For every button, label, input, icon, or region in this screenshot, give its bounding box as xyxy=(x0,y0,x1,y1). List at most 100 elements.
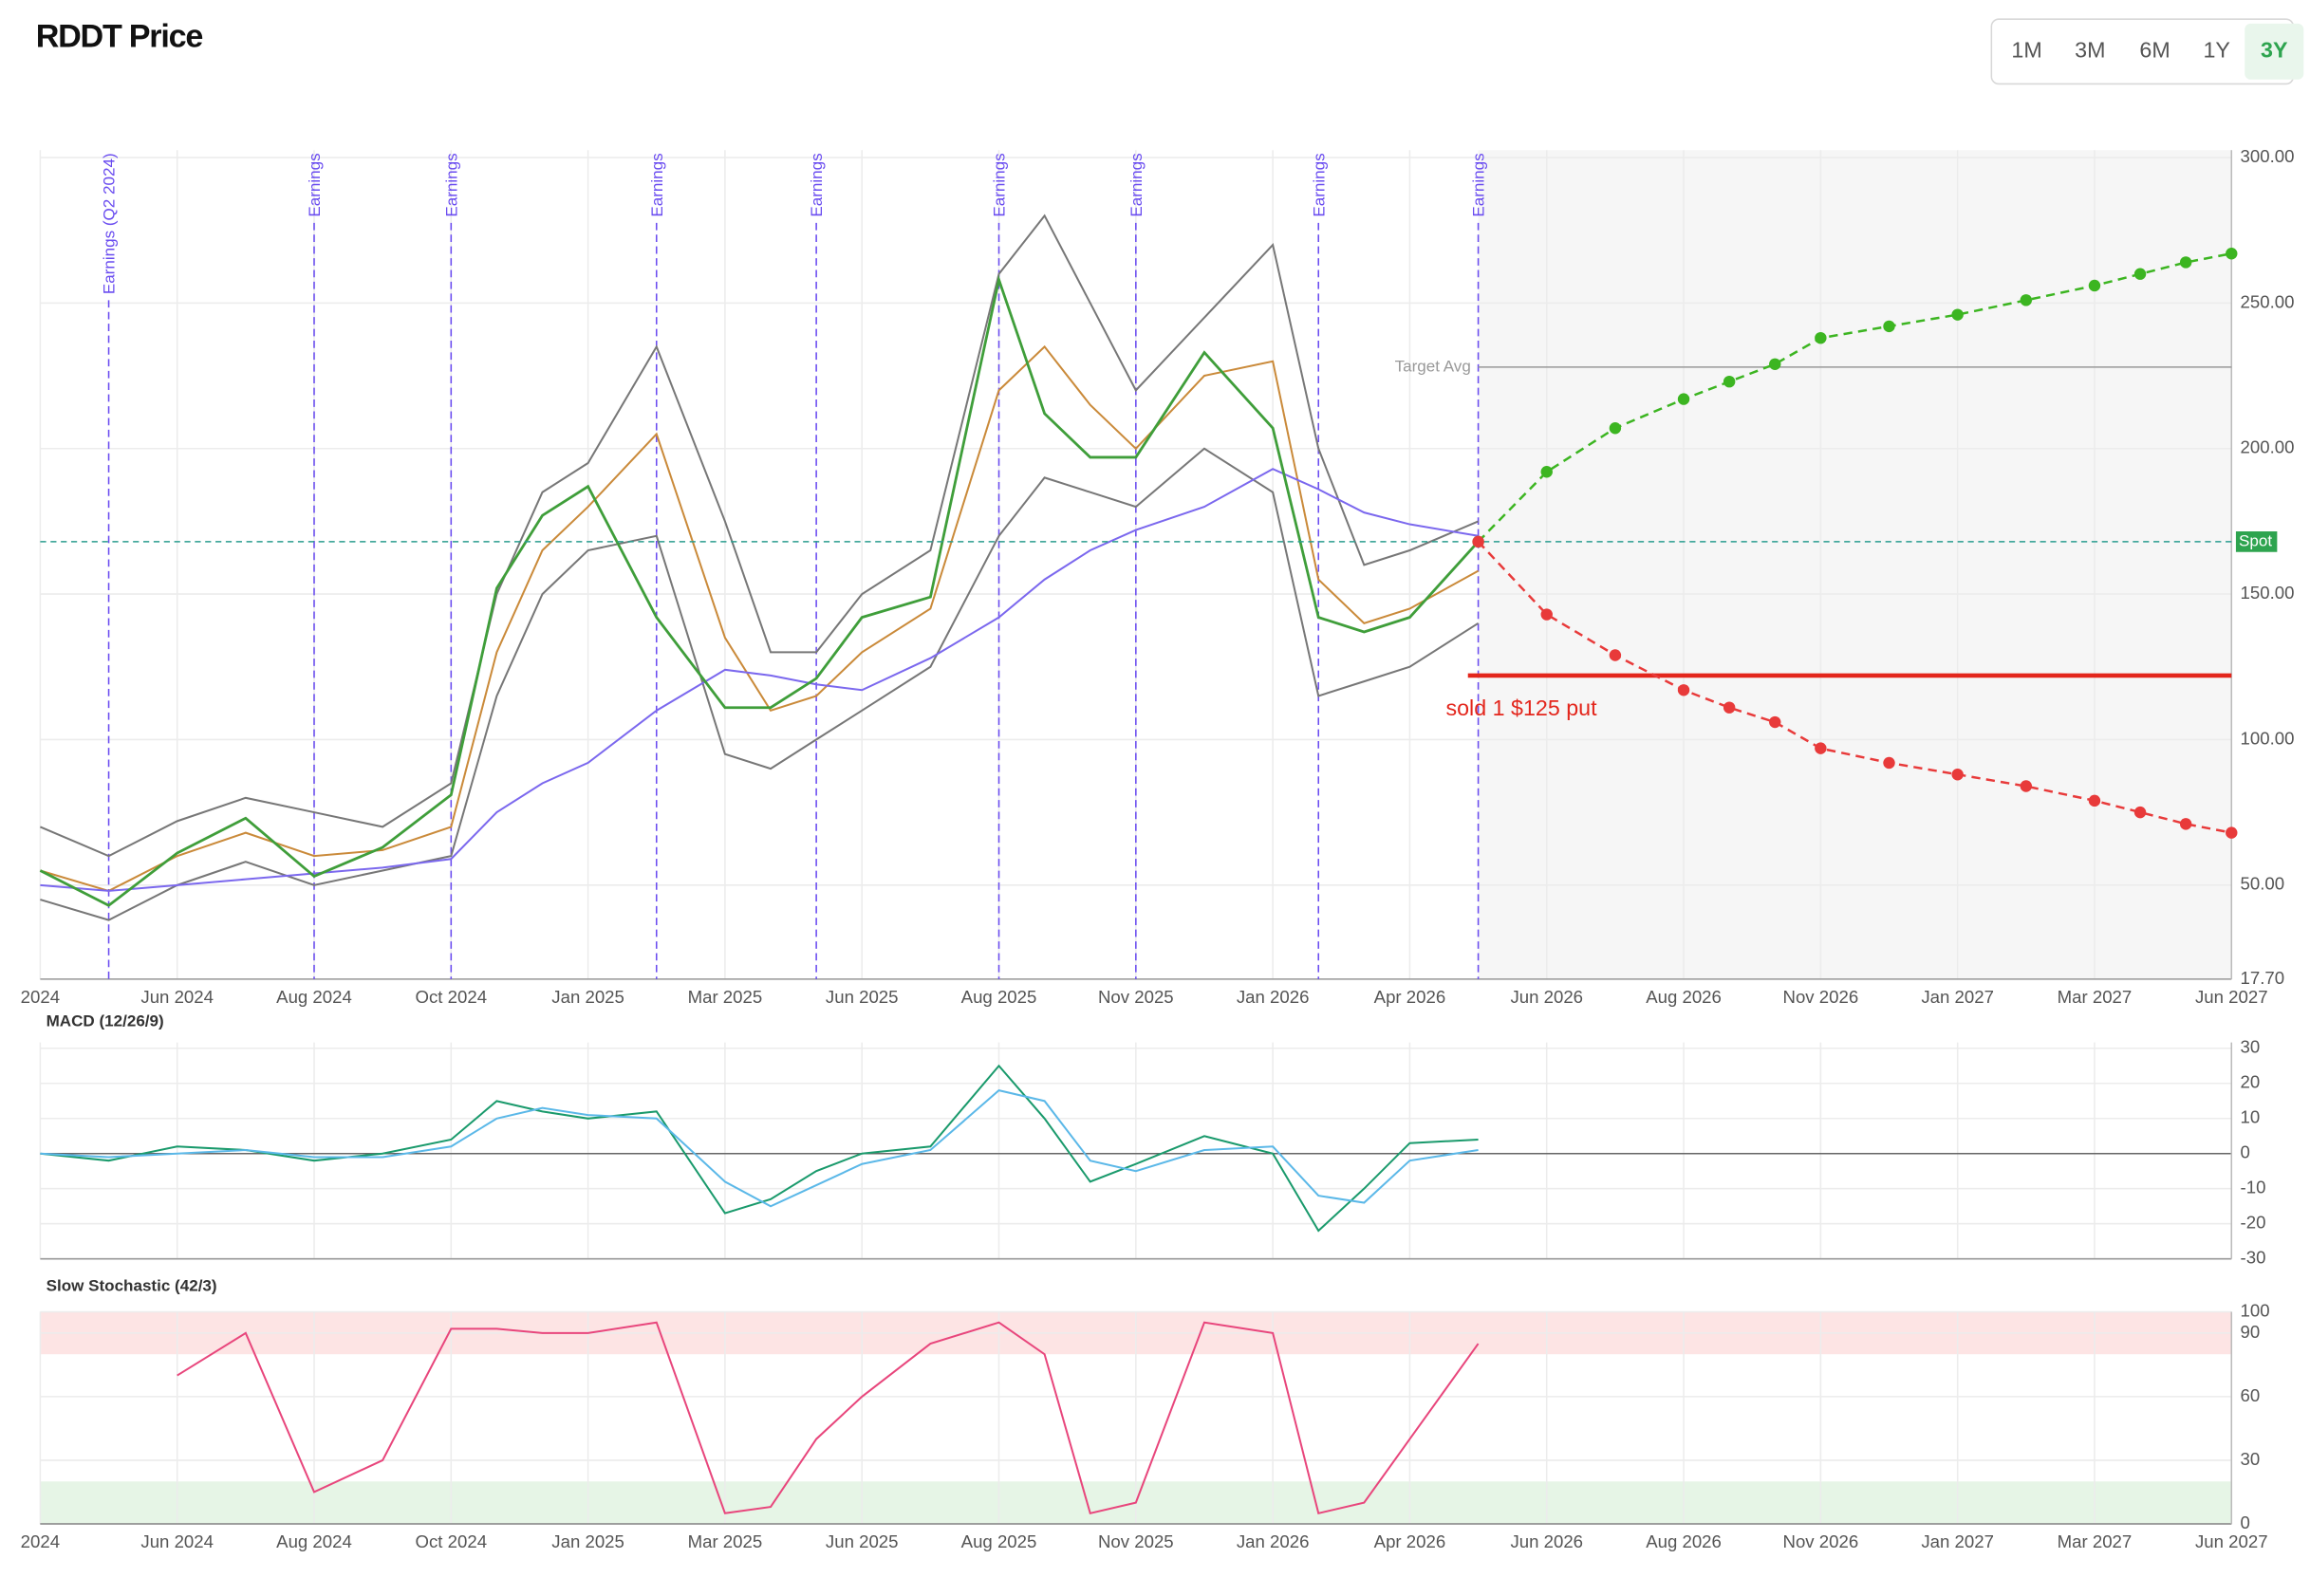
projection-point xyxy=(1723,375,1736,388)
y-tick-label: 30 xyxy=(2241,1449,2261,1469)
page-title: RDDT Price xyxy=(36,18,203,54)
y-tick-label: 150.00 xyxy=(2241,583,2295,603)
y-tick-label: 10 xyxy=(2241,1107,2261,1127)
range-button[interactable]: 1M xyxy=(2011,37,2041,62)
series-line xyxy=(40,447,1480,921)
x-tick-label: Jun 2027 xyxy=(2195,1531,2268,1551)
x-tick-label: Nov 2026 xyxy=(1783,987,1859,1007)
y-tick-label: 100 xyxy=(2241,1300,2270,1320)
x-tick-label: Aug 2026 xyxy=(1646,987,1722,1007)
projection-point xyxy=(1769,358,1781,370)
y-tick-label: 0 xyxy=(2241,1142,2250,1162)
series-line xyxy=(40,1064,1479,1233)
y-tick-label: 100.00 xyxy=(2241,728,2295,748)
series-line xyxy=(39,213,1479,858)
x-tick-label: Jun 2026 xyxy=(1510,1531,1583,1551)
y-tick-label: 20 xyxy=(2241,1072,2261,1092)
projection-point xyxy=(2088,794,2101,807)
earnings-label: Earnings xyxy=(1310,153,1328,216)
projection-point xyxy=(1815,331,1827,344)
projection-point xyxy=(1883,756,1895,770)
spot-tag xyxy=(2235,531,2278,552)
projection-point xyxy=(1677,393,1690,405)
projection-point xyxy=(1609,422,1622,435)
x-tick-label: Jun 2025 xyxy=(826,1531,899,1551)
y-tick-label: 60 xyxy=(2241,1385,2261,1405)
projection-point xyxy=(1951,308,1964,321)
x-tick-label: 2024 xyxy=(21,987,60,1007)
projection-point xyxy=(1769,715,1781,729)
range-button[interactable]: 3Y xyxy=(2261,37,2288,62)
range-buttons: 1M 3M 6M 1Y 3Y xyxy=(2011,23,2304,80)
x-tick-label: Oct 2024 xyxy=(416,1531,488,1551)
spot-label: Spot xyxy=(2239,531,2272,549)
put-label: sold 1 $125 put xyxy=(1445,696,1597,720)
x-tick-label: Jun 2027 xyxy=(2195,987,2268,1007)
projection-point xyxy=(2179,256,2192,269)
earnings-label: Earnings xyxy=(306,153,324,216)
x-tick-label: Aug 2025 xyxy=(961,987,1037,1007)
projection-point xyxy=(2226,826,2238,839)
x-tick-label: Oct 2024 xyxy=(416,987,488,1007)
x-tick-label: Jan 2027 xyxy=(1921,987,1994,1007)
range-button-active[interactable] xyxy=(2245,23,2304,80)
x-tick-label: Aug 2024 xyxy=(276,1531,352,1551)
projection-point xyxy=(2088,279,2101,292)
projection-line xyxy=(1477,251,2232,543)
x-tick-label: Aug 2025 xyxy=(961,1531,1037,1551)
y-tick-label: -20 xyxy=(2241,1213,2266,1233)
earnings-label: Earnings xyxy=(808,153,826,216)
projection-point xyxy=(1883,320,1895,333)
projection-point xyxy=(2020,294,2033,306)
x-tick-label: Jun 2025 xyxy=(826,987,899,1007)
x-tick-label: Aug 2024 xyxy=(276,987,352,1007)
projection-point xyxy=(2020,780,2033,792)
projection-point xyxy=(1540,608,1553,621)
range-button[interactable]: 1Y xyxy=(2204,37,2230,62)
x-tick-label: Mar 2025 xyxy=(688,987,763,1007)
range-button[interactable]: 6M xyxy=(2139,37,2170,62)
projection-point xyxy=(1723,701,1736,714)
x-tick-label: Nov 2025 xyxy=(1098,987,1174,1007)
panel-title: Slow Stochastic (42/3) xyxy=(47,1277,217,1295)
earnings-label: Earnings xyxy=(1470,153,1488,216)
projection-point xyxy=(1540,466,1553,478)
x-tick-label: Jun 2026 xyxy=(1510,987,1583,1007)
panel-title: MACD (12/26/9) xyxy=(47,1011,164,1030)
y-tick-label: 200.00 xyxy=(2241,437,2295,457)
series-line xyxy=(177,1321,1480,1515)
y-tick-label: -30 xyxy=(2241,1248,2266,1268)
series-line xyxy=(39,274,1480,907)
x-tick-label: Aug 2026 xyxy=(1646,1531,1722,1551)
earnings-label: Earnings xyxy=(1127,153,1146,216)
projection-point xyxy=(2179,818,2192,830)
projection-point xyxy=(1815,742,1827,754)
x-tick-label: Mar 2027 xyxy=(2058,987,2133,1007)
target-label: Target Avg xyxy=(1395,357,1471,375)
x-tick-label: Mar 2025 xyxy=(688,1531,763,1551)
x-tick-label: Apr 2026 xyxy=(1374,1531,1446,1551)
x-tick-label: Apr 2026 xyxy=(1374,987,1446,1007)
earnings-label: Earnings (Q2 2024) xyxy=(101,153,119,294)
chart-panel: 2024 Jun 2024 Aug 2024 Oct 2024 Jan 2025 Mar … xyxy=(21,146,2295,1007)
y-tick-label: 17.70 xyxy=(2241,968,2285,988)
projection-point xyxy=(1609,649,1622,661)
y-tick-label: 50.00 xyxy=(2241,874,2285,894)
chart-panel: 2024 Jun 2024 Aug 2024 Oct 2024 Jan 2025 Mar … xyxy=(21,1277,2270,1551)
forecast-region xyxy=(1478,150,2232,979)
range-button[interactable]: 3M xyxy=(2075,37,2105,62)
projection-point xyxy=(1677,684,1690,696)
y-tick-label: 90 xyxy=(2241,1322,2261,1342)
x-tick-label: Nov 2026 xyxy=(1783,1531,1859,1551)
projection-point xyxy=(2226,248,2238,260)
series-line xyxy=(40,344,1480,892)
x-tick-label: Jan 2026 xyxy=(1237,1531,1310,1551)
projection-point xyxy=(1472,535,1484,548)
earnings-label: Earnings xyxy=(648,153,666,216)
y-tick-label: 0 xyxy=(2241,1512,2250,1532)
y-tick-label: 300.00 xyxy=(2241,146,2295,166)
y-tick-label: 30 xyxy=(2241,1037,2261,1057)
